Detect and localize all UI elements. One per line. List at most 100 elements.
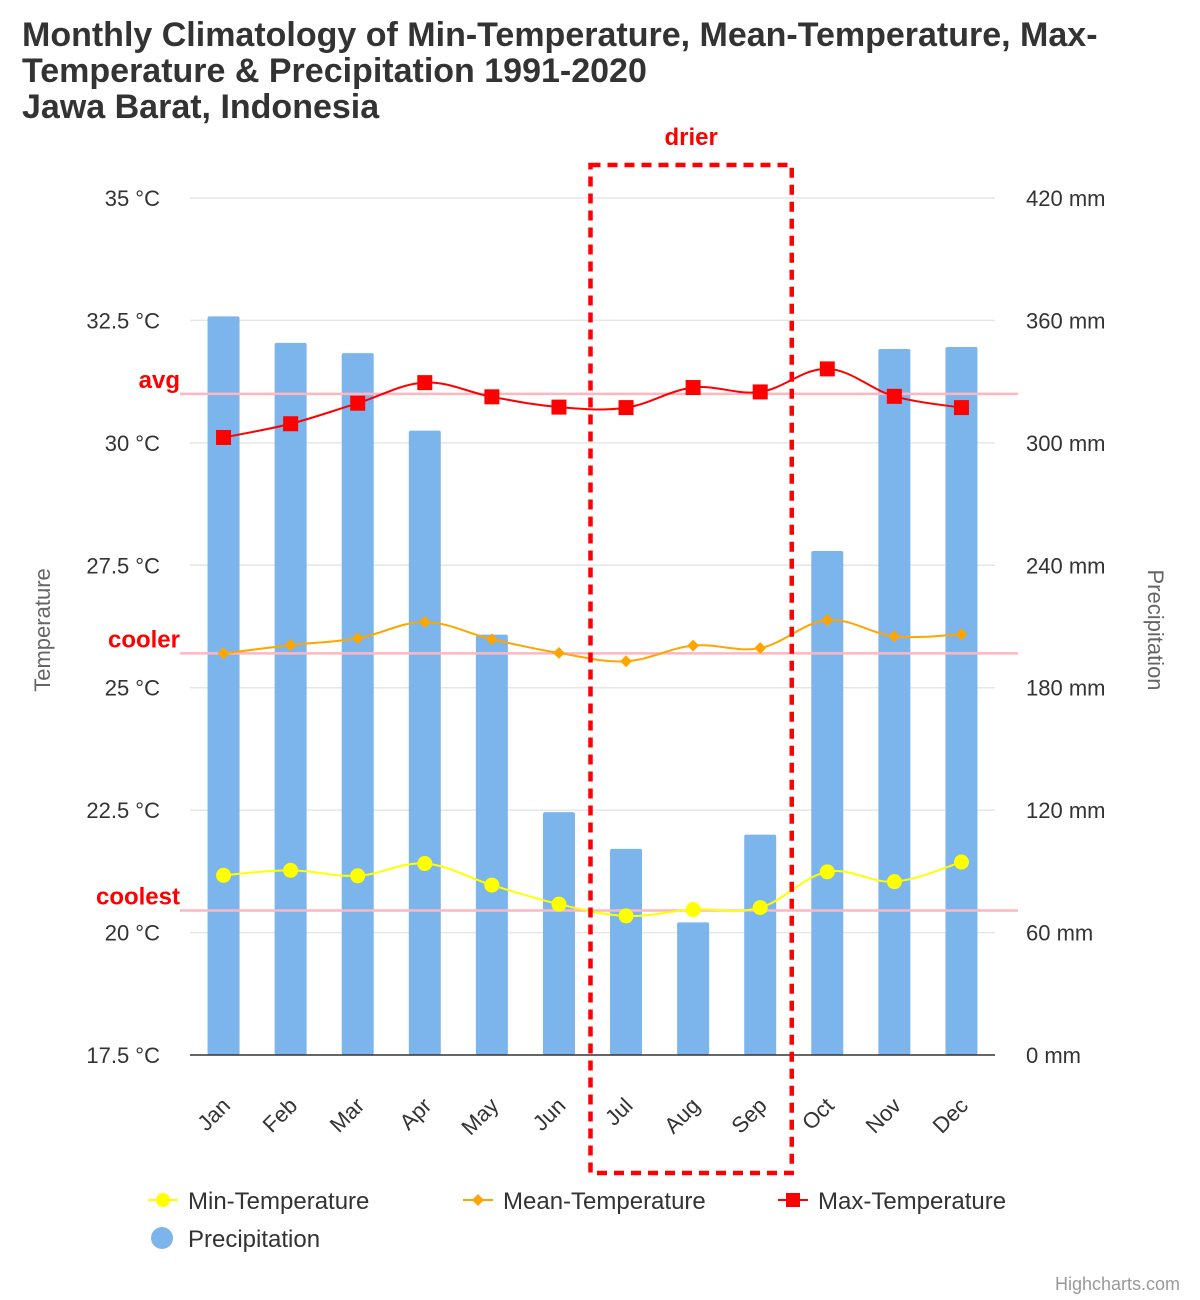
x-tick-label: Jun [528, 1093, 571, 1136]
max-temperature-point[interactable] [551, 399, 567, 415]
y-right-tick-label: 120 mm [1026, 798, 1105, 823]
max-temperature-point[interactable] [484, 389, 500, 405]
y-right-tick-label: 420 mm [1026, 186, 1105, 211]
min-temperature-point[interactable] [551, 896, 567, 912]
chart-title-line-2: Temperature & Precipitation 1991-2020 [22, 52, 647, 90]
precipitation-bar[interactable] [811, 551, 844, 1055]
precipitation-bar[interactable] [945, 346, 978, 1055]
min-temperature-point[interactable] [216, 867, 232, 883]
precipitation-bar[interactable] [610, 848, 643, 1055]
y-left-tick-label: 25 °C [105, 676, 160, 701]
mean-temperature-point[interactable] [351, 632, 364, 645]
legend-item-max-temperature[interactable]: Max-Temperature [778, 1188, 1006, 1215]
precipitation-bar[interactable] [744, 834, 777, 1055]
drier-highlight: drier [588, 124, 794, 1176]
x-tick-label: Mar [325, 1093, 369, 1137]
mean-temperature-point[interactable] [284, 639, 297, 652]
precipitation-bar[interactable] [878, 348, 911, 1055]
x-tick-label: Oct [797, 1093, 839, 1135]
precipitation-bars [207, 316, 978, 1056]
y-right-axis-title: Precipitation [1143, 569, 1168, 690]
max-temperature-point[interactable] [886, 388, 902, 404]
credits-text[interactable]: Highcharts.com [1055, 1274, 1180, 1294]
chart-title-line-3: Jawa Barat, Indonesia [22, 88, 380, 126]
min-temperature-point[interactable] [886, 874, 902, 890]
legend-item-min-temperature[interactable]: Min-Temperature [148, 1188, 369, 1215]
mean-temperature-point[interactable] [620, 655, 632, 668]
x-tick-label: Apr [394, 1093, 436, 1135]
plot-line-label-avg: avg [139, 367, 180, 394]
min-temperature-point[interactable] [752, 900, 768, 916]
y-left-tick-label: 27.5 °C [86, 553, 160, 578]
min-temperature-point[interactable] [417, 856, 433, 872]
x-tick-label: Nov [861, 1093, 906, 1138]
precipitation-bar[interactable] [677, 922, 710, 1055]
gridlines [190, 197, 995, 934]
y-right-tick-label: 180 mm [1026, 676, 1105, 701]
y-right-tick-label: 300 mm [1026, 431, 1105, 456]
mean-temperature-point[interactable] [217, 647, 230, 660]
min-temperature-point[interactable] [283, 862, 299, 878]
y-left-tick-label: 35 °C [105, 186, 160, 211]
x-tick-label: Jan [192, 1093, 235, 1136]
max-temperature-point[interactable] [417, 375, 433, 391]
max-temperature-point[interactable] [685, 380, 701, 396]
chart-title: Monthly Climatology of Min-Temperature, … [22, 16, 1098, 126]
legend-marker[interactable] [472, 1194, 484, 1206]
chart-title-line-1: Monthly Climatology of Min-Temperature, … [22, 16, 1098, 54]
precipitation-bar[interactable] [542, 812, 575, 1055]
y-left-tick-label: 17.5 °C [86, 1043, 160, 1068]
precipitation-bar[interactable] [274, 342, 307, 1056]
x-tick-label: Feb [258, 1093, 302, 1137]
y-left-tick-label: 20 °C [105, 921, 160, 946]
max-temperature-point[interactable] [216, 429, 232, 445]
max-temperature-point[interactable] [618, 400, 634, 416]
mean-temperature-point[interactable] [754, 642, 767, 654]
min-temperature-point[interactable] [618, 908, 634, 924]
mean-temperature-point[interactable] [955, 628, 968, 641]
precipitation-bar[interactable] [408, 430, 441, 1056]
y-left-tick-label: 22.5 °C [86, 798, 160, 823]
x-tick-label: Dec [928, 1093, 973, 1138]
precipitation-bar[interactable] [341, 353, 374, 1056]
y-right-tick-label: 240 mm [1026, 553, 1105, 578]
min-temperature-point[interactable] [484, 877, 500, 893]
axes: Temperature Precipitation 17.5 °C 0 mm 20 … [30, 186, 1168, 1140]
x-tick-label: May [456, 1093, 503, 1140]
precipitation-bar[interactable] [207, 316, 240, 1055]
mean-temperature-point[interactable] [888, 630, 901, 643]
legend-item-mean-temperature[interactable]: Mean-Temperature [463, 1188, 706, 1215]
x-tick-label: Jul [600, 1093, 638, 1131]
legend-label: Mean-Temperature [503, 1188, 706, 1215]
y-left-tick-label: 32.5 °C [86, 308, 160, 333]
max-temperature-point[interactable] [350, 395, 366, 411]
min-temperature-point[interactable] [819, 864, 835, 880]
max-temperature-point[interactable] [819, 361, 835, 377]
max-temperature-point[interactable] [953, 400, 969, 416]
legend-symbol [151, 1227, 173, 1249]
mean-temperature-point[interactable] [485, 633, 498, 646]
plot-lines: avg cooler coolest [96, 367, 1018, 912]
mean-temperature-point[interactable] [687, 639, 700, 652]
drier-box [588, 162, 794, 1176]
max-temperature-point[interactable] [752, 384, 768, 400]
min-temperature-point[interactable] [953, 854, 969, 870]
precipitation-bar[interactable] [475, 634, 508, 1055]
mean-temperature-point[interactable] [418, 616, 431, 629]
min-temperature-point[interactable] [350, 868, 366, 884]
mean-temperature-point[interactable] [553, 646, 565, 659]
drier-label: drier [664, 124, 717, 151]
legend[interactable]: Min-Temperature Mean-Temperature Max-Tempe… [148, 1188, 1006, 1253]
min-temperature-point[interactable] [685, 902, 701, 918]
y-right-tick-label: 360 mm [1026, 308, 1105, 333]
legend-marker[interactable] [156, 1193, 170, 1207]
max-temperature-point[interactable] [283, 416, 299, 432]
legend-item-precipitation[interactable]: Precipitation [151, 1226, 320, 1253]
y-right-tick-label: 0 mm [1026, 1043, 1081, 1068]
mean-temperature-point[interactable] [821, 614, 834, 627]
legend-label: Max-Temperature [818, 1188, 1006, 1215]
legend-label: Precipitation [188, 1226, 320, 1253]
legend-label: Min-Temperature [188, 1188, 369, 1215]
legend-marker[interactable] [786, 1193, 800, 1207]
